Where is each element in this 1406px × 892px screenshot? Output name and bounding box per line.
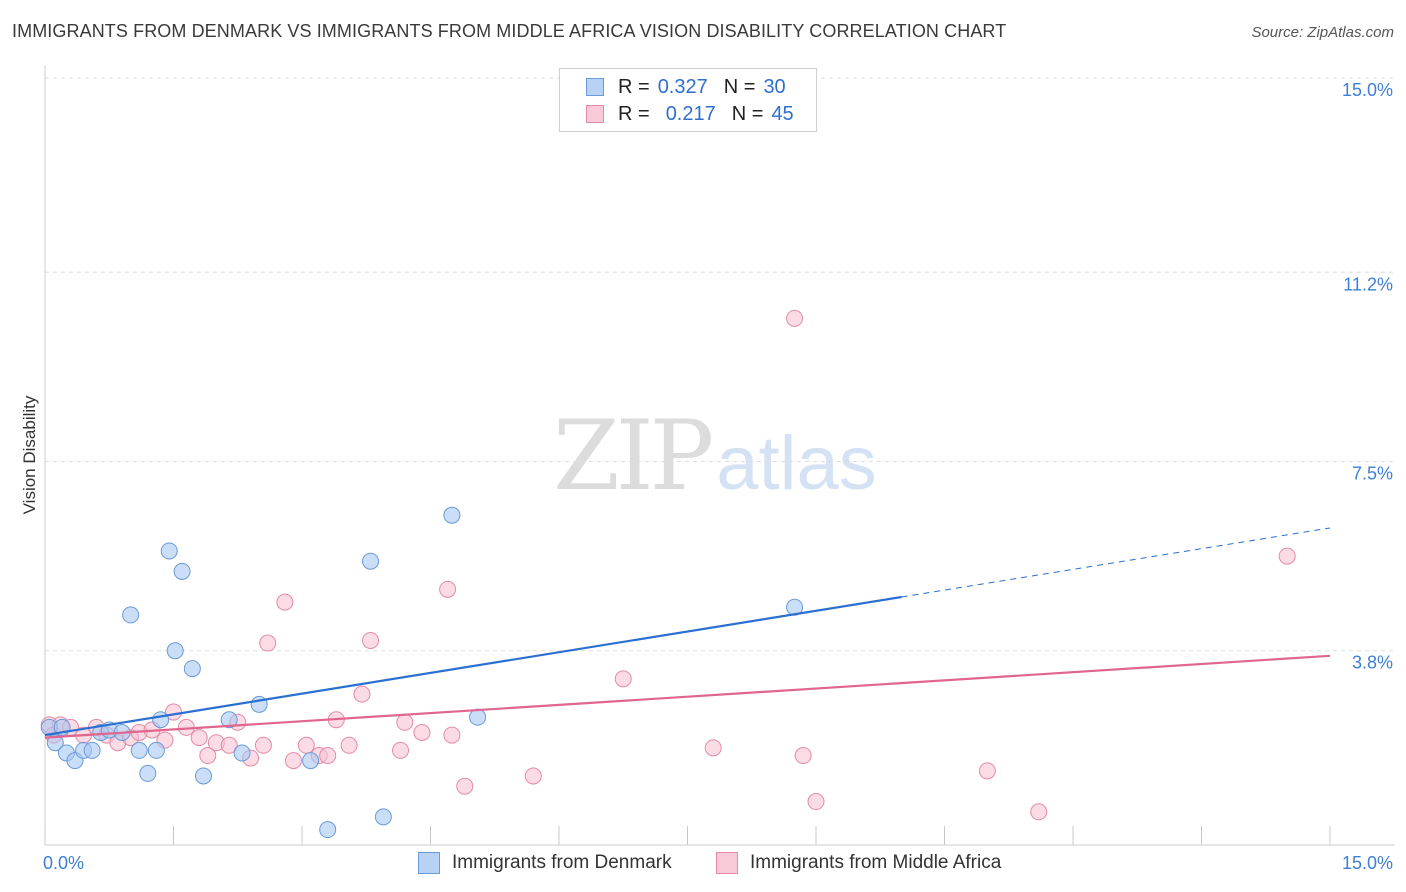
data-point-africa bbox=[1030, 803, 1048, 821]
data-point-africa bbox=[786, 309, 804, 327]
data-point-denmark bbox=[220, 711, 238, 729]
watermark-zip: ZIP bbox=[553, 400, 714, 512]
legend-r-value-denmark: 0.327 bbox=[657, 75, 708, 98]
data-point-africa bbox=[190, 729, 208, 747]
data-point-africa bbox=[276, 593, 294, 611]
series-legend-africa: Immigrants from Middle Africa bbox=[716, 852, 1001, 874]
data-point-denmark bbox=[233, 744, 251, 762]
data-point-denmark bbox=[122, 606, 140, 624]
series-name-africa: Immigrants from Middle Africa bbox=[750, 852, 1002, 873]
y-tick-label: 11.2% bbox=[1343, 274, 1393, 294]
data-point-africa bbox=[413, 724, 431, 742]
legend-n-value-africa: 45 bbox=[771, 102, 794, 125]
data-point-africa bbox=[199, 747, 217, 765]
data-point-denmark bbox=[166, 642, 184, 660]
data-point-africa bbox=[456, 777, 474, 795]
data-point-africa bbox=[524, 767, 542, 785]
trendline-africa bbox=[44, 654, 1331, 739]
data-point-denmark bbox=[302, 752, 320, 770]
legend-r-label: R = bbox=[618, 102, 650, 125]
data-point-denmark bbox=[319, 821, 337, 839]
data-point-africa bbox=[794, 747, 812, 765]
series-name-denmark: Immigrants from Denmark bbox=[452, 852, 672, 873]
x-tick-label: 0.0% bbox=[43, 853, 84, 873]
data-point-denmark bbox=[152, 711, 170, 729]
legend-swatch-denmark bbox=[586, 78, 604, 96]
data-point-denmark bbox=[130, 741, 148, 759]
legend-row-denmark: R = 0.327 N = 30 bbox=[586, 74, 786, 100]
legend-r-label: R = bbox=[618, 75, 650, 98]
data-point-denmark bbox=[362, 552, 380, 570]
data-point-africa bbox=[443, 726, 461, 744]
data-point-denmark bbox=[173, 562, 191, 580]
data-point-denmark bbox=[443, 506, 461, 524]
data-point-africa bbox=[220, 736, 238, 754]
data-point-africa bbox=[259, 634, 277, 652]
chart-title: IMMIGRANTS FROM DENMARK VS IMMIGRANTS FR… bbox=[12, 21, 1007, 41]
data-point-denmark bbox=[139, 764, 157, 782]
legend-swatch-africa bbox=[586, 105, 604, 123]
data-point-denmark bbox=[160, 542, 178, 560]
series-legend-denmark: Immigrants from Denmark bbox=[418, 852, 672, 874]
source-credit: Source: ZipAtlas.com bbox=[1251, 24, 1394, 41]
data-point-africa bbox=[340, 736, 358, 754]
data-point-africa bbox=[297, 736, 315, 754]
data-point-africa bbox=[396, 713, 414, 731]
data-point-denmark bbox=[147, 741, 165, 759]
data-point-africa bbox=[978, 762, 996, 780]
data-point-denmark bbox=[46, 734, 64, 752]
y-tick-label: 3.8% bbox=[1352, 653, 1393, 673]
data-point-denmark bbox=[469, 708, 487, 726]
data-point-africa bbox=[439, 580, 457, 598]
x-tick-label: 15.0% bbox=[1342, 853, 1393, 873]
watermark: ZIPatlas bbox=[553, 400, 877, 512]
legend-n-label: N = bbox=[731, 102, 764, 125]
data-point-africa bbox=[1278, 547, 1296, 565]
watermark-atlas: atlas bbox=[716, 421, 877, 506]
data-point-africa bbox=[353, 685, 371, 703]
trendline-denmark bbox=[44, 595, 902, 737]
legend-n-value-denmark: 30 bbox=[763, 75, 786, 98]
legend-r-value-africa: 0.217 bbox=[665, 102, 716, 125]
data-point-africa bbox=[807, 793, 825, 811]
data-point-denmark bbox=[183, 660, 201, 678]
data-point-denmark bbox=[83, 741, 101, 759]
data-point-africa bbox=[704, 739, 722, 757]
y-tick-label: 7.5% bbox=[1352, 464, 1393, 484]
data-point-africa bbox=[319, 747, 337, 765]
y-tick-label: 15.0% bbox=[1342, 80, 1393, 100]
data-point-africa bbox=[614, 670, 632, 688]
data-point-denmark bbox=[374, 808, 392, 826]
data-point-africa bbox=[392, 741, 410, 759]
series-swatch-africa bbox=[716, 852, 738, 874]
stats-legend: R = 0.327 N = 30 R = 0.217 N = 45 bbox=[559, 68, 817, 132]
legend-n-label: N = bbox=[723, 75, 756, 98]
data-point-africa bbox=[284, 752, 302, 770]
data-point-denmark bbox=[194, 767, 212, 785]
series-swatch-denmark bbox=[418, 852, 440, 874]
data-point-africa bbox=[362, 631, 380, 649]
data-point-africa bbox=[254, 736, 272, 754]
series-legend: Immigrants from Denmark Immigrants from … bbox=[0, 852, 1406, 878]
trendline-denmark-extension bbox=[901, 527, 1331, 598]
legend-row-africa: R = 0.217 N = 45 bbox=[586, 101, 794, 127]
